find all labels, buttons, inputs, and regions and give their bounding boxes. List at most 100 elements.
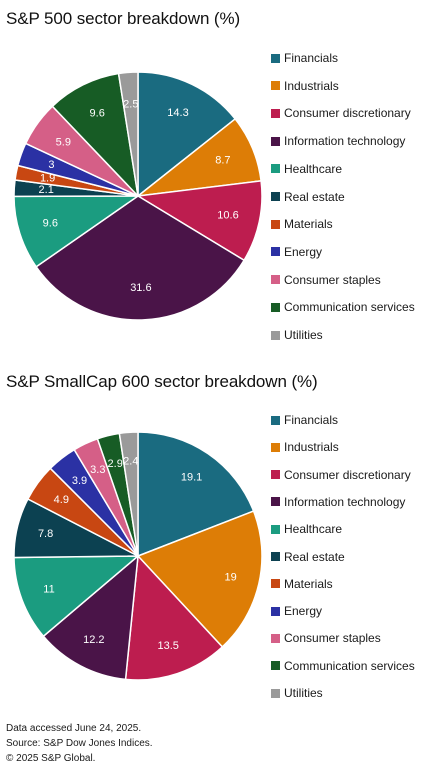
legend-label: Materials: [284, 217, 333, 232]
slice-value-label: 11: [43, 583, 54, 595]
chart-title: S&P SmallCap 600 sector breakdown (%): [6, 372, 318, 391]
legend-swatch: [271, 415, 280, 425]
slice-value-label: 14.3: [167, 107, 188, 119]
legend-swatch: [271, 661, 280, 671]
legend-swatch: [271, 275, 280, 285]
slice-value-label: 2.4: [123, 455, 138, 467]
pie-slice-consumer-discretionary: [137, 180, 263, 261]
legend-swatch: [271, 136, 280, 146]
legend-item-information-technology: Information technology: [271, 133, 405, 149]
pie-slice-information-technology: [42, 555, 139, 681]
legend-swatch: [271, 633, 280, 643]
legend-label: Financials: [284, 413, 339, 427]
legend-swatch: [271, 524, 280, 534]
legend-item-financials: Financials: [271, 412, 338, 428]
pie-chart: 19.1 19 13.5 12.2 11 7.8 4.93.93.32.9 2.4: [13, 431, 263, 681]
legend-label: Real estate: [284, 189, 345, 204]
legend-swatch: [271, 219, 280, 229]
slice-value-label: 2.5: [123, 98, 138, 110]
slice-value-label: 9.6: [90, 108, 105, 120]
chart-footer: Data accessed June 24, 2025. Source: S&P…: [6, 721, 153, 766]
slice-value-label: 10.6: [217, 209, 238, 221]
slice-value-label: 3.9: [72, 475, 87, 487]
legend-item-utilities: Utilities: [271, 685, 323, 701]
legend-item-consumer-discretionary: Consumer discretionary: [271, 105, 411, 121]
legend-swatch: [271, 579, 280, 589]
legend-swatch: [271, 53, 280, 63]
sp500-pie-panel: S&P 500 sector breakdown (%) 14.3 8.7 10.6…: [0, 0, 425, 365]
pie-slice-communication-services: [51, 72, 139, 197]
smallcap-600-pie-panel: S&P SmallCap 600 sector breakdown (%) 19…: [0, 365, 425, 715]
legend-label: Consumer discretionary: [284, 106, 411, 121]
slice-value-label: 13.5: [157, 640, 178, 652]
legend-swatch: [271, 688, 280, 698]
slice-value-label: 3: [48, 159, 54, 171]
legend-swatch: [271, 247, 280, 257]
slice-value-label: 19.1: [181, 472, 202, 484]
legend-swatch: [271, 108, 280, 118]
legend-label: Utilities: [284, 328, 323, 342]
legend-label: Healthcare: [284, 161, 343, 176]
legend-label: Information technology: [284, 494, 406, 509]
legend-label: Energy: [284, 244, 323, 259]
legend-label: Industrials: [284, 78, 339, 93]
pie-slice-healthcare: [13, 195, 139, 268]
legend-label: Consumer discretionary: [284, 467, 411, 482]
legend-item-consumer-staples: Consumer staples: [271, 272, 381, 288]
chart-title: S&P 500 sector breakdown (%): [6, 9, 241, 28]
legend-label: Communication services: [284, 300, 415, 315]
legend-swatch: [271, 164, 280, 174]
source-note: Source: S&P Dow Jones Indices.: [6, 738, 153, 749]
legend-item-communication-services: Communication services: [271, 299, 415, 315]
legend-swatch: [271, 81, 280, 91]
slice-value-label: 5.9: [56, 136, 71, 148]
legend-swatch: [271, 606, 280, 616]
legend-item-healthcare: Healthcare: [271, 521, 342, 537]
legend-item-communication-services: Communication services: [271, 658, 415, 674]
legend-label: Consumer staples: [284, 272, 381, 287]
legend-label: Financials: [284, 51, 339, 65]
pie-slice-financials: [137, 71, 236, 197]
legend-item-financials: Financials: [271, 50, 338, 66]
legend-label: Information technology: [284, 134, 406, 149]
copyright-note: © 2025 S&P Global.: [6, 753, 96, 764]
legend-item-industrials: Industrials: [271, 439, 339, 455]
legend-label: Materials: [284, 576, 333, 591]
slice-value-label: 7.8: [38, 528, 53, 540]
slice-value-label: 9.6: [43, 218, 58, 230]
legend-item-energy: Energy: [271, 244, 322, 260]
legend-item-energy: Energy: [271, 603, 322, 619]
legend-item-industrials: Industrials: [271, 78, 339, 94]
slice-value-label: 12.2: [83, 634, 104, 646]
legend-label: Consumer staples: [284, 631, 381, 646]
legend-item-materials: Materials: [271, 216, 333, 232]
legend-swatch: [271, 330, 280, 340]
legend-item-consumer-staples: Consumer staples: [271, 630, 381, 646]
slice-value-label: 8.7: [215, 155, 230, 167]
slice-value-label: 3.3: [90, 464, 105, 476]
legend-swatch: [271, 470, 280, 480]
legend-label: Healthcare: [284, 522, 343, 537]
slice-value-label: 19: [224, 571, 236, 583]
legend-swatch: [271, 192, 280, 201]
legend-label: Communication services: [284, 658, 415, 673]
pie-slice-utilities: [118, 431, 139, 557]
legend-swatch: [271, 497, 280, 507]
legend-item-utilities: Utilities: [271, 327, 323, 343]
legend-label: Utilities: [284, 686, 323, 700]
slice-value-label: 31.6: [130, 282, 151, 294]
pie-slice-financials: [137, 431, 255, 557]
data-accessed-note: Data accessed June 24, 2025.: [6, 723, 142, 734]
legend-item-information-technology: Information technology: [271, 494, 405, 510]
legend-item-consumer-discretionary: Consumer discretionary: [271, 467, 411, 483]
slice-value-label: 2.9: [108, 458, 123, 470]
legend-item-real-estate: Real estate: [271, 189, 345, 205]
pie-slice-information-technology: [35, 195, 245, 321]
legend-label: Real estate: [284, 549, 345, 564]
legend-swatch: [271, 552, 280, 561]
pie-slice-healthcare: [13, 555, 139, 637]
legend-label: Industrials: [284, 440, 339, 455]
legend-item-real-estate: Real estate: [271, 549, 345, 565]
pie-chart: 14.3 8.7 10.6 31.6 9.6 2.11.9 35.9 9.6 2.5: [13, 71, 263, 321]
legend-item-healthcare: Healthcare: [271, 161, 342, 177]
